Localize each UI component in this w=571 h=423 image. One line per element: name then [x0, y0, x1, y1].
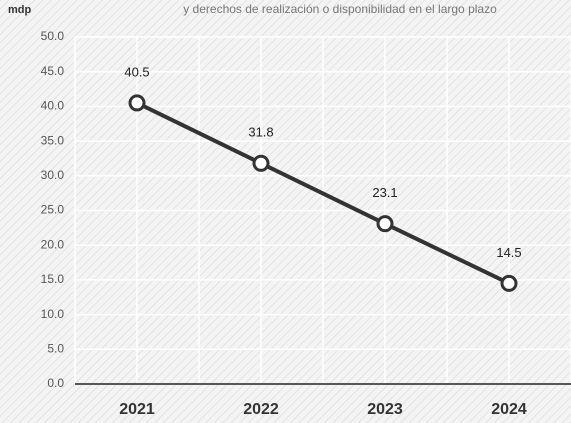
- x-tick-label: 2024: [491, 401, 527, 418]
- y-tick-label: 40.0: [41, 99, 65, 113]
- point: [500, 274, 518, 292]
- y-tick-label: 5.0: [47, 341, 64, 355]
- data-label: 31.8: [248, 125, 273, 140]
- line: [136, 101, 510, 286]
- point: [128, 94, 146, 112]
- x-tick-label: 2023: [367, 401, 403, 418]
- y-tick-label: 45.0: [41, 64, 65, 78]
- data-label: 14.5: [496, 245, 521, 260]
- y-tick-label: 30.0: [41, 168, 65, 182]
- y-tick-label: 0.0: [47, 376, 64, 390]
- y-tick-label: 35.0: [41, 133, 65, 147]
- point: [376, 215, 394, 233]
- data-label: 40.5: [124, 64, 149, 79]
- point: [252, 154, 270, 172]
- y-tick-label: 10.0: [41, 307, 65, 321]
- y-tick-label: 15.0: [41, 272, 65, 286]
- y-tick-label: 25.0: [41, 203, 65, 217]
- y-axis-label: mdp: [8, 4, 32, 16]
- data-label: 23.1: [372, 185, 397, 200]
- x-tick-label: 2021: [119, 401, 155, 418]
- subtitle: y derechos de realización o disponibilid…: [183, 2, 497, 16]
- y-tick-label: 50.0: [41, 29, 65, 43]
- x-tick-label: 2022: [243, 401, 279, 418]
- y-tick-label: 20.0: [41, 237, 65, 251]
